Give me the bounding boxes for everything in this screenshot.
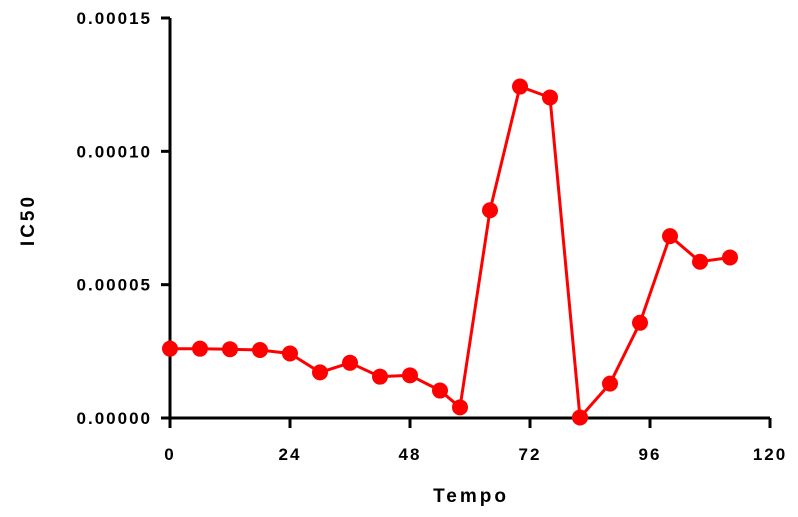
y-tick-label: 0.00005 [77, 276, 152, 295]
x-tick-label: 120 [753, 445, 787, 464]
y-tick-label: 0.00000 [77, 409, 152, 428]
x-tick-label: 72 [519, 445, 542, 464]
data-point [572, 409, 588, 426]
data-point [432, 382, 448, 399]
data-point [372, 368, 388, 385]
data-point [722, 249, 738, 266]
data-point [662, 228, 678, 245]
y-axis-title: IC50 [18, 194, 39, 246]
data-point [162, 340, 178, 357]
data-point [222, 341, 238, 358]
x-tick-label: 24 [279, 445, 302, 464]
data-point [632, 314, 648, 331]
data-point [192, 340, 208, 357]
data-point [402, 367, 418, 384]
data-point [452, 399, 468, 416]
x-tick-label: 48 [399, 445, 422, 464]
y-tick-label: 0.00015 [77, 9, 152, 28]
data-point [252, 342, 268, 358]
x-axis-title: Tempo [433, 486, 509, 507]
x-tick-label: 0 [164, 445, 175, 464]
data-point [512, 78, 528, 95]
data-point [342, 354, 358, 371]
x-tick-label: 96 [639, 445, 662, 464]
data-point [692, 253, 708, 270]
series-layer [162, 78, 738, 426]
data-point [312, 364, 328, 381]
series-line [170, 85, 731, 419]
y-tick-label: 0.00010 [77, 142, 152, 161]
data-point [602, 375, 618, 392]
data-point [542, 89, 558, 106]
data-point [482, 202, 498, 219]
data-point [282, 345, 298, 362]
axes: 0.00000 0.00005 0.00010 0.00015 0 24 48 72 96 120 [77, 9, 787, 464]
